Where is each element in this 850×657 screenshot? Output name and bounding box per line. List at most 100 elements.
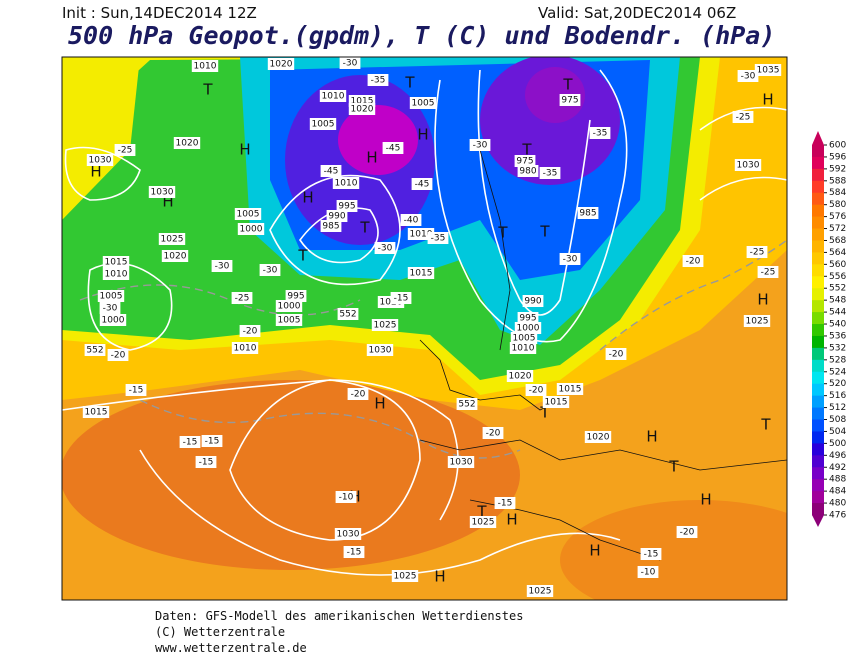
pressure-center: T <box>539 404 550 422</box>
contour-label: 975 <box>516 157 533 167</box>
contour-label: 1005 <box>312 120 335 130</box>
contour-label: 1025 <box>529 587 552 597</box>
isotherm <box>599 239 787 351</box>
label-box <box>682 255 704 267</box>
contour-label: 1000 <box>240 225 263 235</box>
colorbar-label: 488 <box>829 475 846 485</box>
colorbar-label: 484 <box>829 487 846 497</box>
label-box <box>102 256 130 268</box>
label-box <box>525 384 547 396</box>
colorbar-label: 520 <box>829 379 846 389</box>
colorbar-label: 580 <box>829 200 846 210</box>
colorbar-label: 492 <box>829 463 846 473</box>
contour-label: -35 <box>371 76 386 86</box>
colorbar-label: 516 <box>829 391 846 401</box>
colorbar-label: 540 <box>829 320 846 330</box>
contour-label: -25 <box>736 113 751 123</box>
contour-label: 1025 <box>394 572 417 582</box>
colorbar-label: 592 <box>829 164 846 174</box>
label-box <box>347 388 369 400</box>
contour-label: -30 <box>378 244 393 254</box>
pressure-center: H <box>90 163 101 181</box>
contour-label: 995 <box>338 202 355 212</box>
contour-label: -45 <box>415 180 430 190</box>
contour-label: 1030 <box>737 161 760 171</box>
label-box <box>469 139 491 151</box>
label-box <box>179 436 201 448</box>
pressure-center: H <box>434 568 445 586</box>
contour-label: 1020 <box>351 105 374 115</box>
contour-label: 1030 <box>450 458 473 468</box>
contour-label: -20 <box>351 390 366 400</box>
colorbar-segment <box>812 288 824 301</box>
contour-label: 1000 <box>102 316 125 326</box>
label-box <box>285 290 307 302</box>
label-box <box>336 200 358 212</box>
colorbar-label: 512 <box>829 403 846 413</box>
pressure-center: H <box>506 511 517 529</box>
contour-label: -35 <box>593 129 608 139</box>
label-box <box>514 322 542 334</box>
label-box <box>309 118 337 130</box>
label-box <box>237 223 265 235</box>
pressure-center: T <box>202 81 213 99</box>
label-box <box>275 314 303 326</box>
contour-label: 1030 <box>151 188 174 198</box>
colorbar-label: 576 <box>829 212 846 222</box>
contour-label: 1010 <box>322 92 345 102</box>
label-box <box>259 264 281 276</box>
contour-label: 1030 <box>89 156 112 166</box>
label-box <box>191 60 219 72</box>
label-box <box>158 233 186 245</box>
contour-label: 1025 <box>161 235 184 245</box>
isobar <box>269 174 401 286</box>
colorbar-label: 548 <box>829 296 846 306</box>
map-title: 500 hPa Geopot.(gpdm), T (C) und Bodendr… <box>68 21 775 50</box>
label-box <box>343 546 365 558</box>
contour-label: 990 <box>524 297 541 307</box>
colorbar-segment <box>812 431 824 444</box>
label-box <box>348 103 376 115</box>
contour-label: -20 <box>680 528 695 538</box>
contour-label: -20 <box>486 429 501 439</box>
contour-label: 1020 <box>270 60 293 70</box>
contour-label: -20 <box>243 327 258 337</box>
contour-label: -15 <box>498 499 513 509</box>
label-box <box>161 250 189 262</box>
pressure-center: H <box>417 126 428 144</box>
label-box <box>510 332 538 344</box>
isobar <box>139 449 621 576</box>
contour-label: -15 <box>183 438 198 448</box>
contour-label: -30 <box>343 59 358 69</box>
contour-label: -10 <box>339 493 354 503</box>
label-box <box>577 207 599 219</box>
label-box <box>366 344 394 356</box>
label-box <box>195 456 217 468</box>
contour-label: -25 <box>761 268 776 278</box>
colorbar-label: 556 <box>829 272 846 282</box>
colorbar-segment <box>812 156 824 170</box>
colorbar-segment <box>812 204 824 218</box>
contour-label: 1000 <box>278 302 301 312</box>
label-box <box>407 267 435 279</box>
label-box <box>337 308 359 320</box>
pressure-center: T <box>359 219 370 237</box>
isobar <box>87 262 173 351</box>
label-box <box>99 302 121 314</box>
contour-label: -15 <box>205 437 220 447</box>
label-box <box>506 370 534 382</box>
colorbar-label: 552 <box>829 284 846 294</box>
contour-label: 1025 <box>472 518 495 528</box>
colorbar-segment <box>812 503 824 516</box>
contour-label: -35 <box>431 234 446 244</box>
coastline <box>419 149 787 561</box>
contour-label: 1020 <box>509 372 532 382</box>
label-box <box>482 427 504 439</box>
label-box <box>201 435 223 447</box>
colorbar-segment <box>812 300 824 313</box>
warm-region <box>560 500 787 600</box>
colorbar-label: 536 <box>829 331 846 341</box>
label-box <box>743 315 771 327</box>
contour-label: 1010 <box>234 344 257 354</box>
